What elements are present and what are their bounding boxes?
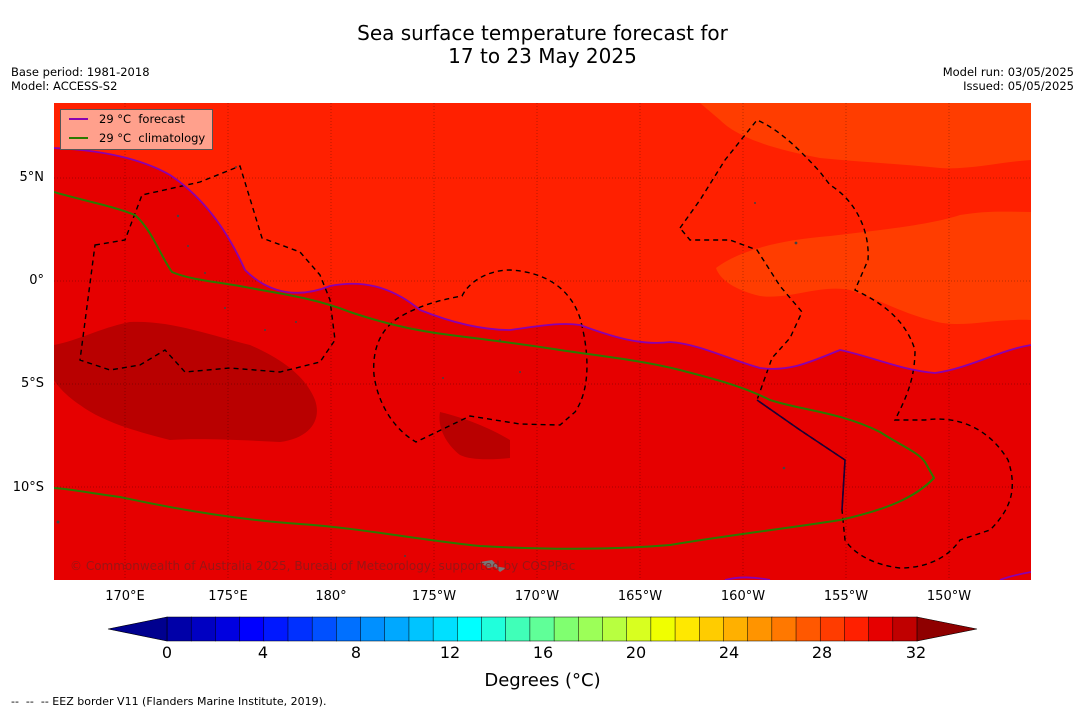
meta-right: Model run: 03/05/2025 Issued: 05/05/2025 [943,65,1074,93]
issued-date: Issued: 05/05/2025 [963,79,1074,93]
colorbar-cell [674,616,700,642]
colorbar-cell [263,616,289,642]
lon-tick: 180° [315,589,347,604]
colorbar-tick: 8 [350,643,362,662]
colorbar-cell [699,616,725,642]
lon-tick: 170°W [514,589,560,604]
copyright-notice: © Commonwealth of Australia 2025, Bureau… [70,559,576,573]
eez-border [679,119,1014,569]
eez-border-solid [756,399,846,511]
colorbar-tick: 16 [532,643,554,662]
colorbar-cell [529,616,555,642]
colorbar-tick: 24 [718,643,740,662]
colorbar-tick: 32 [905,643,927,662]
lon-tick: 150°W [926,589,972,604]
colorbar-cell [215,616,241,642]
lon-tick: 175°E [208,589,248,604]
colorbar-cell [795,616,821,642]
colorbar-cell [602,616,628,642]
sst-field [54,103,1031,580]
map-legend: 29 °C forecast 29 °C climatology [60,109,213,150]
model-run: Model run: 03/05/2025 [942,65,1074,79]
colorbar-cell [747,616,773,642]
islands [56,166,798,572]
legend-item-forecast: 29 °C forecast [61,110,212,128]
colorbar-cell [360,616,386,642]
lon-tick: 160°W [720,589,766,604]
colorbar-tick: 12 [439,643,461,662]
colorbar-tick: 28 [811,643,833,662]
lon-tick: 175°W [411,589,457,604]
colorbar-cell [892,616,918,642]
colorbar-cell [408,616,434,642]
colorbar-cell [819,616,845,642]
colorbar-cell [868,616,894,642]
chart-title-line2: 17 to 23 May 2025 [448,44,637,68]
sst-band-30-31 [54,321,317,442]
legend-label-forecast: 29 °C forecast [99,112,185,126]
lat-tick: 5°S [20,376,44,391]
colorbar-tick: 4 [257,643,269,662]
colorbar [107,616,978,642]
colorbar-cell [457,616,483,642]
forecast-29c-contour [54,147,1031,374]
graticule [54,103,1031,580]
eez-footnote: -- -- -- EEZ border V11 (Flanders Marine… [11,695,327,708]
eez-border [79,165,336,373]
chart-title-line1: Sea surface temperature forecast for [357,21,728,45]
colorbar-cell [505,616,531,642]
sst-band-29-30 [54,148,1031,580]
lon-tick: 165°W [617,589,663,604]
lon-tick: 155°W [823,589,869,604]
colorbar-cell [190,616,216,642]
colorbar-cell [481,616,507,642]
colorbar-cell [578,616,604,642]
legend-swatch-climatology [69,137,88,139]
forecast-29c-contour-south [724,571,1031,580]
colorbar-cell [239,616,265,642]
eez-border [373,269,588,443]
colorbar-cell [553,616,579,642]
legend-swatch-forecast [69,118,88,120]
climatology-29c-contour [54,191,936,550]
legend-item-climatology: 29 °C climatology [61,129,212,147]
colorbar-cell [771,616,797,642]
colorbar-cell [723,616,749,642]
colorbar-cell [287,616,313,642]
colorbar-cell [166,616,192,642]
colorbar-cell [844,616,870,642]
colorbar-extend-max [916,616,978,642]
sst-band-27-28 [700,103,1031,325]
colorbar-label: Degrees (°C) [484,670,601,691]
sst-band-30-31-b [439,412,510,460]
colorbar-tick: 20 [625,643,647,662]
colorbar-cell [432,616,458,642]
colorbar-cell [336,616,362,642]
colorbar-cell [384,616,410,642]
colorbar-cell [650,616,676,642]
colorbar-extend-min [107,616,168,642]
meta-left: Base period: 1981-2018 Model: ACCESS-S2 [11,65,150,93]
colorbar-tick: 0 [161,643,173,662]
model-name: Model: ACCESS-S2 [11,79,118,93]
colorbar-cell [626,616,652,642]
eez-borders [79,119,1014,569]
lat-tick: 10°S [12,480,44,495]
base-period: Base period: 1981-2018 [11,65,150,79]
lat-tick: 0° [29,273,44,288]
legend-label-climatology: 29 °C climatology [99,131,206,145]
colorbar-cell [311,616,337,642]
lat-tick: 5°N [19,170,45,185]
lon-tick: 170°E [105,589,145,604]
